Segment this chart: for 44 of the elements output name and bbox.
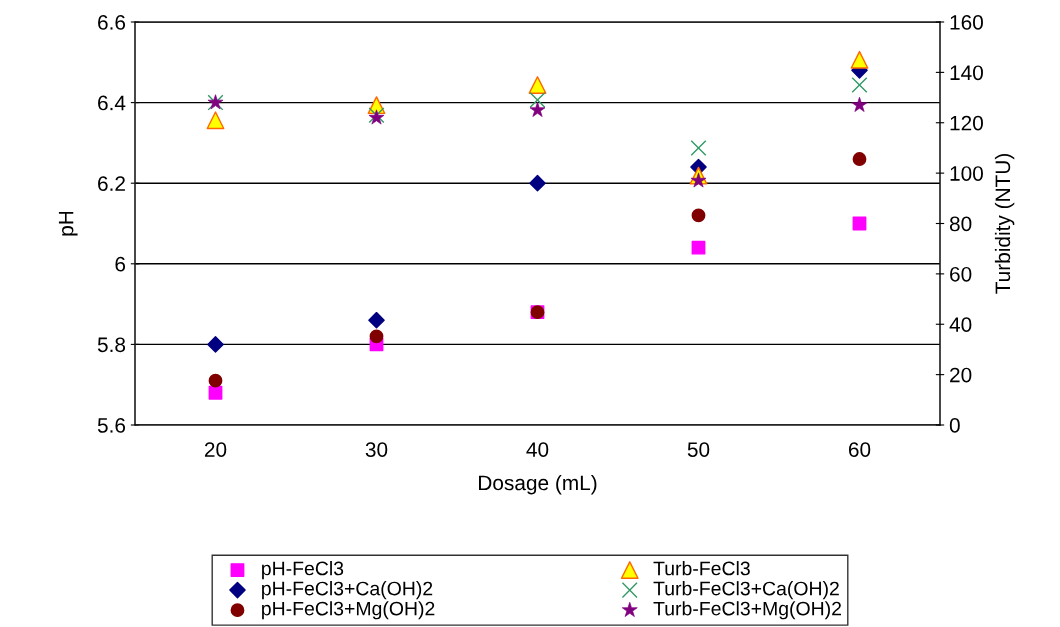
x-tick-label: 20 <box>204 442 227 457</box>
point <box>208 385 223 400</box>
point <box>529 92 546 109</box>
y2-tick-label: 140 <box>950 65 983 81</box>
y-tick-label: 5.8 <box>97 337 126 353</box>
y2-tick-label: 80 <box>949 216 972 232</box>
y2-tick-label: 20 <box>950 367 972 383</box>
x-tick-label: 40 <box>526 442 549 457</box>
y2-tick-label: 120 <box>950 115 983 131</box>
point <box>690 139 707 156</box>
point <box>207 336 224 353</box>
point <box>852 152 867 166</box>
y-tick-label: 6 <box>115 256 126 272</box>
y-tick-label: 6.2 <box>98 176 125 191</box>
point <box>850 50 869 69</box>
point <box>208 373 223 388</box>
point <box>206 111 225 130</box>
y-tick-label: 5.6 <box>97 418 126 433</box>
point <box>691 240 706 255</box>
legend-label: pH-FeCl3 <box>262 561 344 580</box>
x-tick-label: 60 <box>848 442 871 457</box>
point <box>368 311 385 329</box>
legend-label: Turb-FeCl3 <box>653 561 750 576</box>
x-axis-title: Dosage (mL) <box>479 474 597 495</box>
y-tick-label: 6.6 <box>98 15 126 30</box>
legend-label: Turb-FeCl3+Ca(OH)2 <box>653 581 839 600</box>
y-tick-label: 6.4 <box>98 95 126 111</box>
x-tick-label: 30 <box>365 442 388 457</box>
legend-label: Turb-FeCl3+Mg(OH)2 <box>653 601 841 620</box>
y2-tick-label: 40 <box>949 317 972 332</box>
y2-axis-title: Turbidity (NTU) <box>994 154 1015 294</box>
legend-label: pH-FeCl3+Mg(OH)2 <box>262 601 435 620</box>
point <box>851 76 868 93</box>
y2-tick-label: 60 <box>950 266 972 282</box>
y2-tick-label: 100 <box>950 166 983 181</box>
x-tick-label: 50 <box>687 442 710 457</box>
point <box>529 174 546 192</box>
legend-label: pH-FeCl3+Ca(OH)2 <box>262 581 433 600</box>
point <box>691 208 706 223</box>
point <box>528 76 547 94</box>
point <box>369 329 384 344</box>
y2-tick-label: 0 <box>949 418 960 433</box>
y2-tick-label: 160 <box>950 15 983 30</box>
y-axis-title: pH <box>58 211 78 236</box>
